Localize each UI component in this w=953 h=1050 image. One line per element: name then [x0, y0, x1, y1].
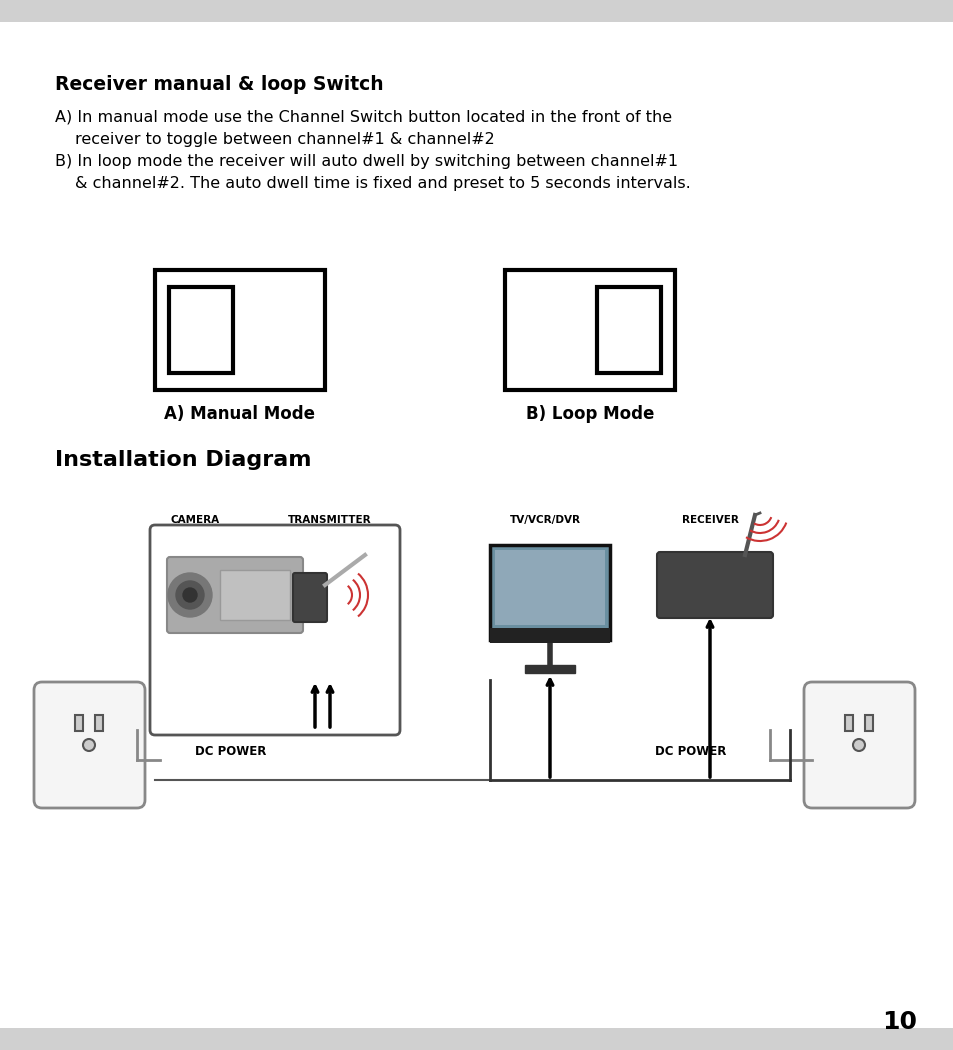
Bar	[0, 0, 953, 22]
Text: CAMERA: CAMERA	[171, 514, 219, 525]
Bar	[0, 1028, 953, 1050]
Circle shape	[168, 573, 212, 617]
Text: Receiver manual & loop Switch: Receiver manual & loop Switch	[55, 75, 383, 94]
Bar	[844, 715, 852, 731]
Bar	[490, 628, 609, 643]
Circle shape	[175, 581, 204, 609]
Bar	[864, 715, 872, 731]
Circle shape	[83, 739, 95, 751]
Text: TV/VCR/DVR: TV/VCR/DVR	[509, 514, 579, 525]
Bar	[220, 570, 290, 620]
FancyBboxPatch shape	[293, 573, 327, 622]
Bar	[495, 550, 604, 625]
Bar	[169, 287, 233, 373]
FancyBboxPatch shape	[803, 682, 914, 808]
Text: B) In loop mode the receiver will auto dwell by switching between channel#1: B) In loop mode the receiver will auto d…	[55, 154, 678, 169]
Text: Installation Diagram: Installation Diagram	[55, 450, 312, 470]
Bar	[75, 715, 83, 731]
Bar	[504, 270, 675, 390]
Bar	[154, 270, 325, 390]
FancyBboxPatch shape	[150, 525, 399, 735]
FancyBboxPatch shape	[0, 18, 953, 1032]
FancyBboxPatch shape	[167, 556, 303, 633]
Text: 10: 10	[882, 1010, 917, 1034]
FancyBboxPatch shape	[657, 552, 772, 618]
Bar	[597, 287, 660, 373]
Text: receiver to toggle between channel#1 & channel#2: receiver to toggle between channel#1 & c…	[75, 132, 495, 147]
Text: A) In manual mode use the Channel Switch button located in the front of the: A) In manual mode use the Channel Switch…	[55, 110, 672, 125]
Circle shape	[183, 588, 196, 602]
Circle shape	[852, 739, 864, 751]
Text: DC POWER: DC POWER	[194, 746, 266, 758]
Text: & channel#2. The auto dwell time is fixed and preset to 5 seconds intervals.: & channel#2. The auto dwell time is fixe…	[75, 176, 690, 191]
Bar	[95, 715, 103, 731]
Text: TRANSMITTER: TRANSMITTER	[288, 514, 372, 525]
FancyBboxPatch shape	[34, 682, 145, 808]
Text: DC POWER: DC POWER	[655, 746, 725, 758]
Text: RECEIVER: RECEIVER	[680, 514, 738, 525]
Bar	[524, 665, 575, 673]
Text: B) Loop Mode: B) Loop Mode	[525, 405, 654, 423]
Text: A) Manual Mode: A) Manual Mode	[164, 405, 315, 423]
Bar	[490, 545, 609, 640]
